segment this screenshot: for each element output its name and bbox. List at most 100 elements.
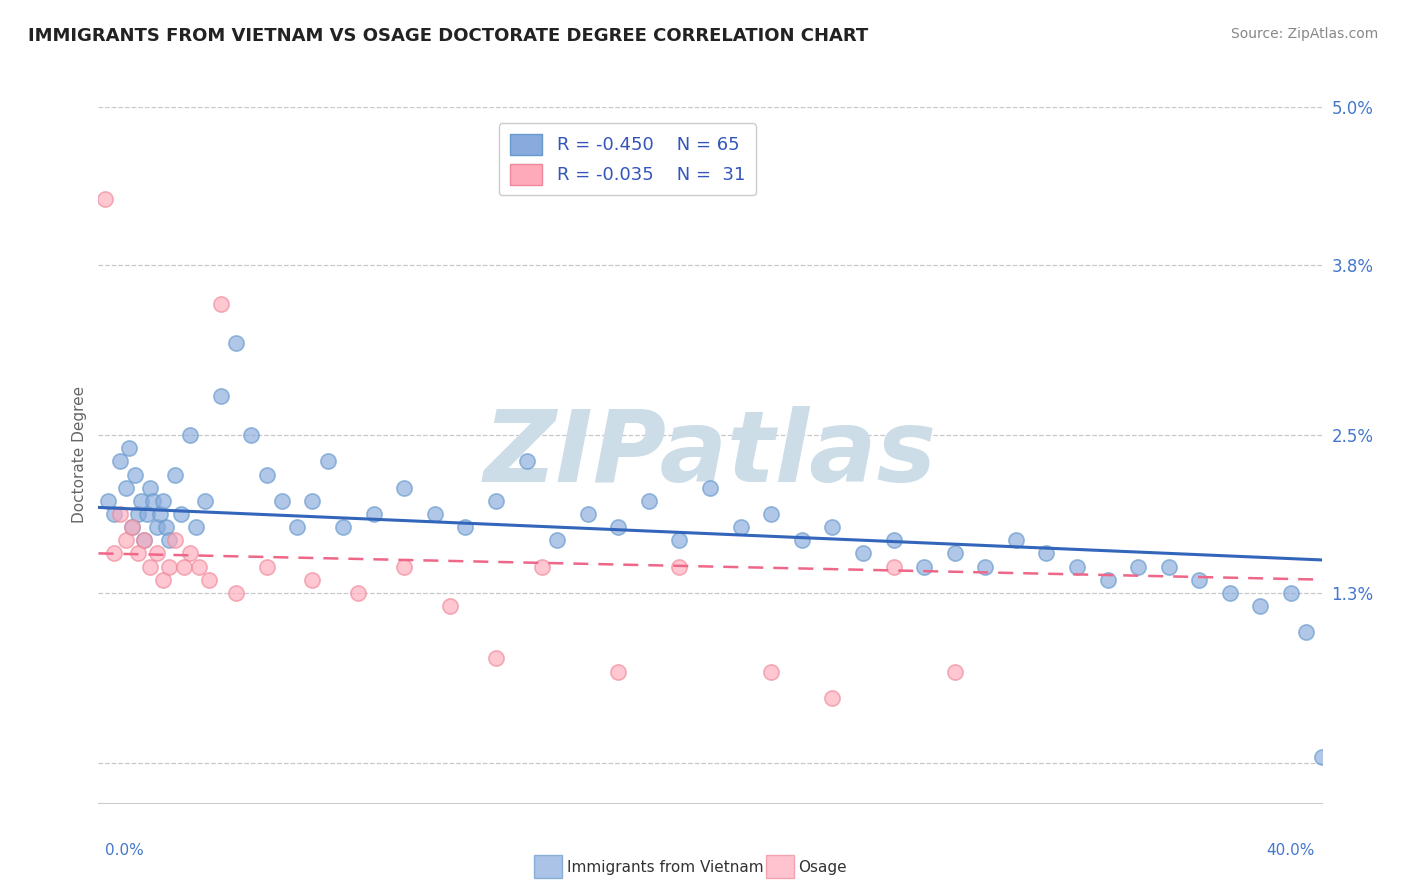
Point (1295, 625, 1317, 640)
Point (1066, 559, 1088, 574)
Point (163, 533, 186, 548)
Point (225, 336, 247, 351)
Point (423, 507, 446, 521)
Point (439, 599, 461, 613)
Point (134, 533, 156, 548)
Point (943, 665, 966, 679)
Point (974, 559, 997, 574)
Point (1219, 586, 1241, 600)
Point (129, 494, 152, 508)
Point (392, 481, 416, 495)
Point (821, 520, 844, 534)
Point (392, 559, 416, 574)
Point (194, 494, 217, 508)
Text: 0.0%: 0.0% (105, 843, 145, 858)
Text: 40.0%: 40.0% (1267, 843, 1315, 858)
Point (285, 520, 308, 534)
Point (301, 573, 323, 587)
Point (155, 520, 177, 534)
Point (97, 494, 120, 508)
Point (883, 533, 905, 548)
Point (1250, 599, 1272, 613)
Point (115, 533, 138, 548)
Point (163, 467, 186, 482)
Point (256, 467, 278, 482)
Point (485, 494, 508, 508)
Point (127, 507, 149, 521)
Point (142, 494, 165, 508)
Point (668, 533, 690, 548)
Point (668, 559, 690, 574)
Legend: R = -0.450    N = 65, R = -0.035    N =  31: R = -0.450 N = 65, R = -0.035 N = 31 (499, 123, 756, 195)
Point (1310, 749, 1333, 764)
Point (139, 559, 162, 574)
Point (516, 454, 538, 468)
Point (179, 428, 201, 442)
Point (530, 559, 553, 574)
Point (145, 546, 167, 560)
Point (852, 546, 875, 560)
Point (1128, 559, 1150, 574)
Point (179, 546, 201, 560)
Point (1097, 573, 1119, 587)
Point (1004, 533, 1026, 548)
Y-axis label: Doctorate Degree: Doctorate Degree (72, 386, 87, 524)
Point (127, 546, 149, 560)
Point (454, 520, 477, 534)
Point (730, 520, 752, 534)
Point (186, 520, 208, 534)
Point (607, 520, 630, 534)
Point (157, 559, 180, 574)
Point (1157, 559, 1180, 574)
Point (1279, 586, 1302, 600)
Point (790, 533, 813, 548)
Point (170, 507, 193, 521)
Point (699, 481, 721, 495)
Point (943, 546, 966, 560)
Point (761, 665, 783, 679)
Point (1188, 573, 1211, 587)
Point (883, 559, 905, 574)
Point (197, 573, 219, 587)
Point (256, 559, 278, 574)
Text: Immigrants from Vietnam: Immigrants from Vietnam (567, 860, 763, 874)
Point (316, 454, 339, 468)
Point (363, 507, 385, 521)
Point (270, 494, 294, 508)
Point (124, 467, 146, 482)
Point (576, 507, 599, 521)
Point (118, 442, 141, 456)
Text: Osage: Osage (799, 860, 848, 874)
Point (173, 559, 195, 574)
Point (149, 507, 172, 521)
Point (108, 507, 131, 521)
Point (607, 665, 630, 679)
Point (139, 481, 162, 495)
Point (761, 507, 783, 521)
Point (1035, 546, 1057, 560)
Point (136, 507, 159, 521)
Point (152, 494, 174, 508)
Point (103, 546, 125, 560)
Point (93, 192, 115, 206)
Point (103, 507, 125, 521)
Point (821, 690, 844, 705)
Point (115, 481, 138, 495)
Point (188, 559, 211, 574)
Point (332, 520, 354, 534)
Point (209, 389, 232, 403)
Point (225, 586, 247, 600)
Point (485, 651, 508, 665)
Point (157, 533, 180, 548)
Text: IMMIGRANTS FROM VIETNAM VS OSAGE DOCTORATE DEGREE CORRELATION CHART: IMMIGRANTS FROM VIETNAM VS OSAGE DOCTORA… (28, 27, 869, 45)
Text: Source: ZipAtlas.com: Source: ZipAtlas.com (1230, 27, 1378, 41)
Point (121, 520, 143, 534)
Text: ZIPatlas: ZIPatlas (484, 407, 936, 503)
Point (240, 428, 263, 442)
Point (108, 454, 131, 468)
Point (301, 494, 323, 508)
Point (347, 586, 370, 600)
Point (637, 494, 661, 508)
Point (121, 520, 143, 534)
Point (152, 573, 174, 587)
